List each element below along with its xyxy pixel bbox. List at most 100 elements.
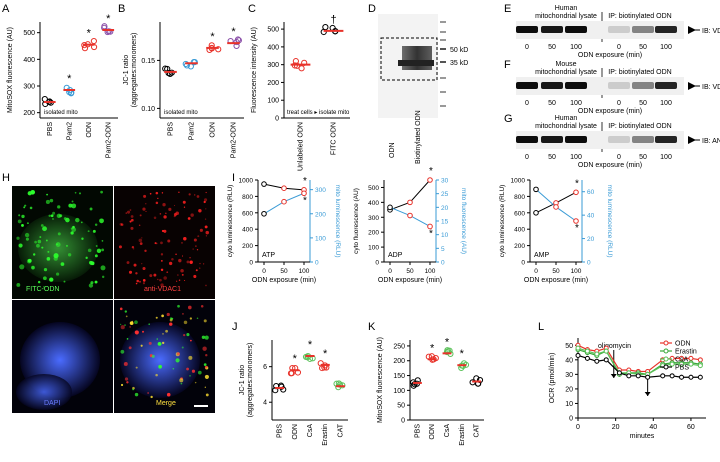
subplot-name: ATP	[262, 252, 275, 259]
fluorescence-spot	[183, 206, 186, 208]
fluorescence-spot	[161, 314, 164, 318]
tick-label: 100	[267, 98, 279, 105]
fluorescence-spot	[37, 280, 41, 284]
fluorescence-spot	[134, 392, 139, 397]
fluorescence-spot	[39, 236, 42, 239]
panel-note: treat cells ▸ isolate mito	[287, 110, 350, 116]
fluorescence-spot	[100, 190, 103, 194]
blot-title: Human	[555, 5, 578, 12]
channel-label: FITC-ODN	[26, 286, 59, 293]
mw-marker: 50 kD	[450, 47, 468, 54]
fluorescence-spot	[187, 305, 192, 310]
fluorescence-spot	[190, 339, 192, 342]
fluorescence-spot	[192, 248, 194, 250]
y2-tick-label: 300	[315, 187, 326, 194]
fluorescence-spot	[90, 281, 94, 285]
data-point	[679, 374, 685, 380]
fluorescence-spot	[178, 279, 181, 282]
ib-label: IB: VDAC1	[702, 28, 720, 35]
fluorescence-spot	[186, 260, 190, 264]
panel-b: B 0.10 0.15 JC-1 ratio (aggregates:monome…	[118, 3, 244, 158]
fluorescence-spot	[201, 335, 206, 340]
panel-letter: K	[368, 321, 376, 333]
tick-label: 250	[393, 343, 405, 350]
fluorescence-spot	[125, 212, 127, 214]
significance-mark: *	[308, 339, 313, 351]
data-point	[688, 355, 694, 361]
tick-label: 100	[425, 268, 436, 275]
fluorescence-spot	[52, 218, 54, 220]
fluorescence-spot	[172, 367, 175, 370]
fluorescence-spot	[141, 263, 143, 265]
significance-mark: *	[460, 348, 465, 360]
tick-label: 800	[242, 194, 253, 201]
fluorescence-spot	[123, 361, 128, 366]
category-label: ODN	[292, 424, 299, 440]
significance-mark: *	[429, 166, 433, 177]
micrograph-vdac	[114, 186, 215, 299]
fluorescence-spot	[71, 200, 74, 203]
panel-letter: I	[232, 172, 235, 184]
tick-label: 150	[393, 373, 405, 380]
fluorescence-spot	[27, 191, 32, 196]
tick-label: 500	[23, 30, 35, 37]
fluorescence-spot	[167, 239, 171, 243]
data-point	[105, 28, 112, 35]
fluorescence-spot	[195, 269, 198, 272]
fluorescence-spot	[125, 315, 128, 318]
tick-label: 600	[242, 210, 253, 217]
fluorescence-spot	[95, 245, 98, 247]
fluorescence-spot	[197, 370, 202, 375]
x-axis-label: ODN exposure (min)	[524, 277, 588, 284]
blot-band	[632, 82, 654, 89]
panel-h: H FITC-ODN anti-VDAC1 DAPI Merge	[2, 172, 215, 413]
fluorescence-spot	[204, 225, 208, 229]
fluorescence-spot	[63, 280, 66, 283]
fluorescence-spot	[32, 253, 36, 256]
fluorescence-spot	[149, 274, 153, 278]
panel-j: J 4 6 JC-1 ratio (aggregates:monomers) * *…	[232, 321, 348, 446]
fluorescence-spot	[56, 243, 58, 246]
fluorescence-spot	[46, 257, 51, 261]
data-point	[533, 186, 539, 193]
fluorescence-spot	[65, 244, 68, 247]
fluorescence-spot	[150, 395, 153, 399]
fluorescence-spot	[204, 198, 208, 202]
fluorescence-spot	[46, 193, 49, 196]
fluorescence-spot	[142, 279, 146, 282]
fluorescence-spot	[80, 221, 83, 224]
fluorescence-spot	[161, 192, 164, 194]
fluorescence-spot	[99, 218, 104, 224]
fluorescence-spot	[27, 258, 32, 263]
fluorescence-spot	[175, 358, 180, 363]
ip-label: IP: biotinylated ODN	[608, 69, 671, 76]
blot-band	[632, 26, 654, 33]
tick-label: 400	[514, 227, 525, 234]
data-point	[626, 373, 632, 379]
fluorescence-spot	[143, 194, 147, 198]
fluorescence-spot	[204, 374, 209, 379]
fluorescence-spot	[43, 286, 45, 288]
fluorescence-spot	[49, 277, 54, 282]
y2-axis-label: mito luminescence (RLU)	[606, 185, 613, 258]
fluorescence-spot	[205, 393, 209, 397]
fluorescence-spot	[148, 323, 150, 325]
significance-mark: *	[430, 342, 435, 354]
tick-label: 300	[23, 84, 35, 91]
fluorescence-spot	[149, 192, 152, 195]
tick-label: 0	[617, 100, 621, 107]
significance-mark: *	[303, 195, 307, 206]
fluorescence-spot	[133, 263, 137, 267]
tick-label: 400	[23, 57, 35, 64]
tick-label: 400	[368, 200, 379, 207]
y-axis-label-2: (aggregates:monomers)	[247, 343, 254, 418]
y2-tick-label: 0	[315, 260, 319, 267]
fluorescence-spot	[138, 224, 141, 227]
channel-label: anti-VDAC1	[144, 286, 181, 293]
tick-label: 400	[242, 227, 253, 234]
fluorescence-spot	[156, 338, 159, 340]
panel-letter: B	[118, 3, 125, 15]
fluorescence-spot	[75, 217, 80, 223]
fluorescence-spot	[203, 200, 206, 204]
fluorescence-spot	[135, 366, 138, 369]
